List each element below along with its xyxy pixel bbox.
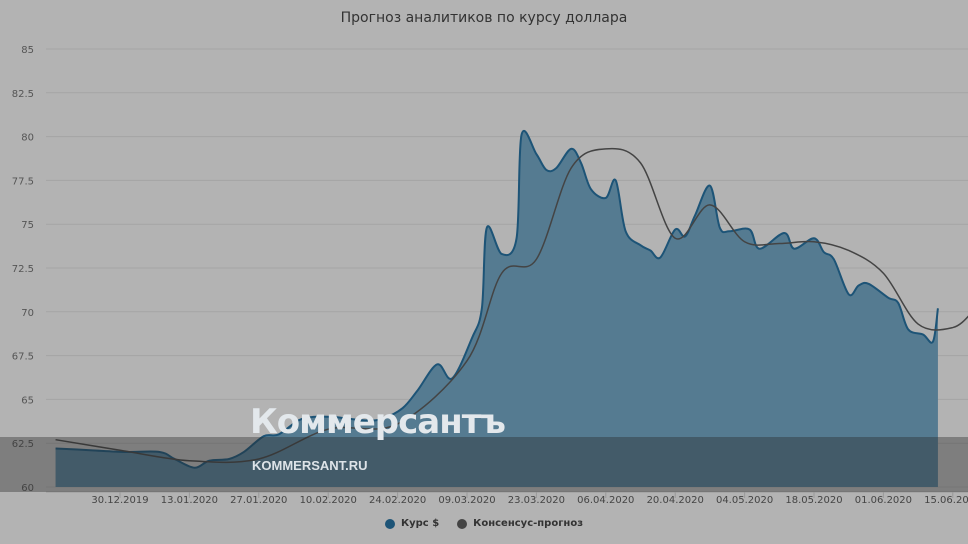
svg-text:13.01.2020: 13.01.2020: [161, 495, 218, 506]
svg-text:24.02.2020: 24.02.2020: [369, 495, 426, 506]
svg-text:27.01.2020: 27.01.2020: [230, 495, 287, 506]
svg-text:04.05.2020: 04.05.2020: [716, 495, 773, 506]
legend-item-consensus[interactable]: Консенсус-прогноз: [457, 518, 583, 529]
legend-dot-icon: [384, 518, 395, 529]
svg-text:60: 60: [21, 483, 34, 494]
legend-dot-icon: [457, 518, 468, 529]
kommersant-logo: Коммерсантъ: [250, 402, 506, 442]
svg-text:15.06.2020: 15.06.2020: [924, 495, 968, 506]
svg-text:67.5: 67.5: [12, 352, 34, 363]
y-axis-labels: 60 62.5 65 67.5 70 72.5 75 77.5 80 82.5 85: [12, 45, 34, 494]
svg-text:62.5: 62.5: [12, 439, 34, 450]
svg-text:82.5: 82.5: [12, 89, 34, 100]
kommersant-site: KOMMERSANT.RU: [252, 458, 368, 473]
kurs-line[interactable]: [55, 130, 939, 469]
svg-text:10.02.2020: 10.02.2020: [300, 495, 357, 506]
svg-text:72.5: 72.5: [12, 264, 34, 275]
consensus-line[interactable]: [55, 147, 968, 464]
svg-text:65: 65: [21, 395, 34, 406]
chart-title: Прогноз аналитиков по курсу доллара: [340, 10, 628, 26]
legend-label: Курс $: [400, 518, 440, 529]
svg-text:18.05.2020: 18.05.2020: [785, 495, 842, 506]
x-axis: 30.12.2019 13.01.2020 27.01.2020 10.02.2020…: [46, 491, 968, 506]
legend: Курс $ Консенсус-прогноз: [0, 518, 968, 529]
svg-text:23.03.2020: 23.03.2020: [508, 495, 565, 506]
svg-text:70: 70: [21, 308, 34, 319]
svg-text:01.06.2020: 01.06.2020: [855, 495, 912, 506]
svg-text:77.5: 77.5: [12, 176, 34, 187]
svg-text:09.03.2020: 09.03.2020: [438, 495, 495, 506]
svg-text:80: 80: [21, 133, 34, 144]
legend-item-kurs[interactable]: Курс $: [384, 518, 440, 529]
svg-text:20.04.2020: 20.04.2020: [647, 495, 704, 506]
watermark-banner: [0, 437, 968, 492]
legend-label: Консенсус-прогноз: [473, 518, 584, 529]
svg-text:75: 75: [21, 220, 34, 231]
svg-text:30.12.2019: 30.12.2019: [91, 495, 148, 506]
svg-text:06.04.2020: 06.04.2020: [577, 495, 634, 506]
svg-text:85: 85: [21, 45, 34, 56]
